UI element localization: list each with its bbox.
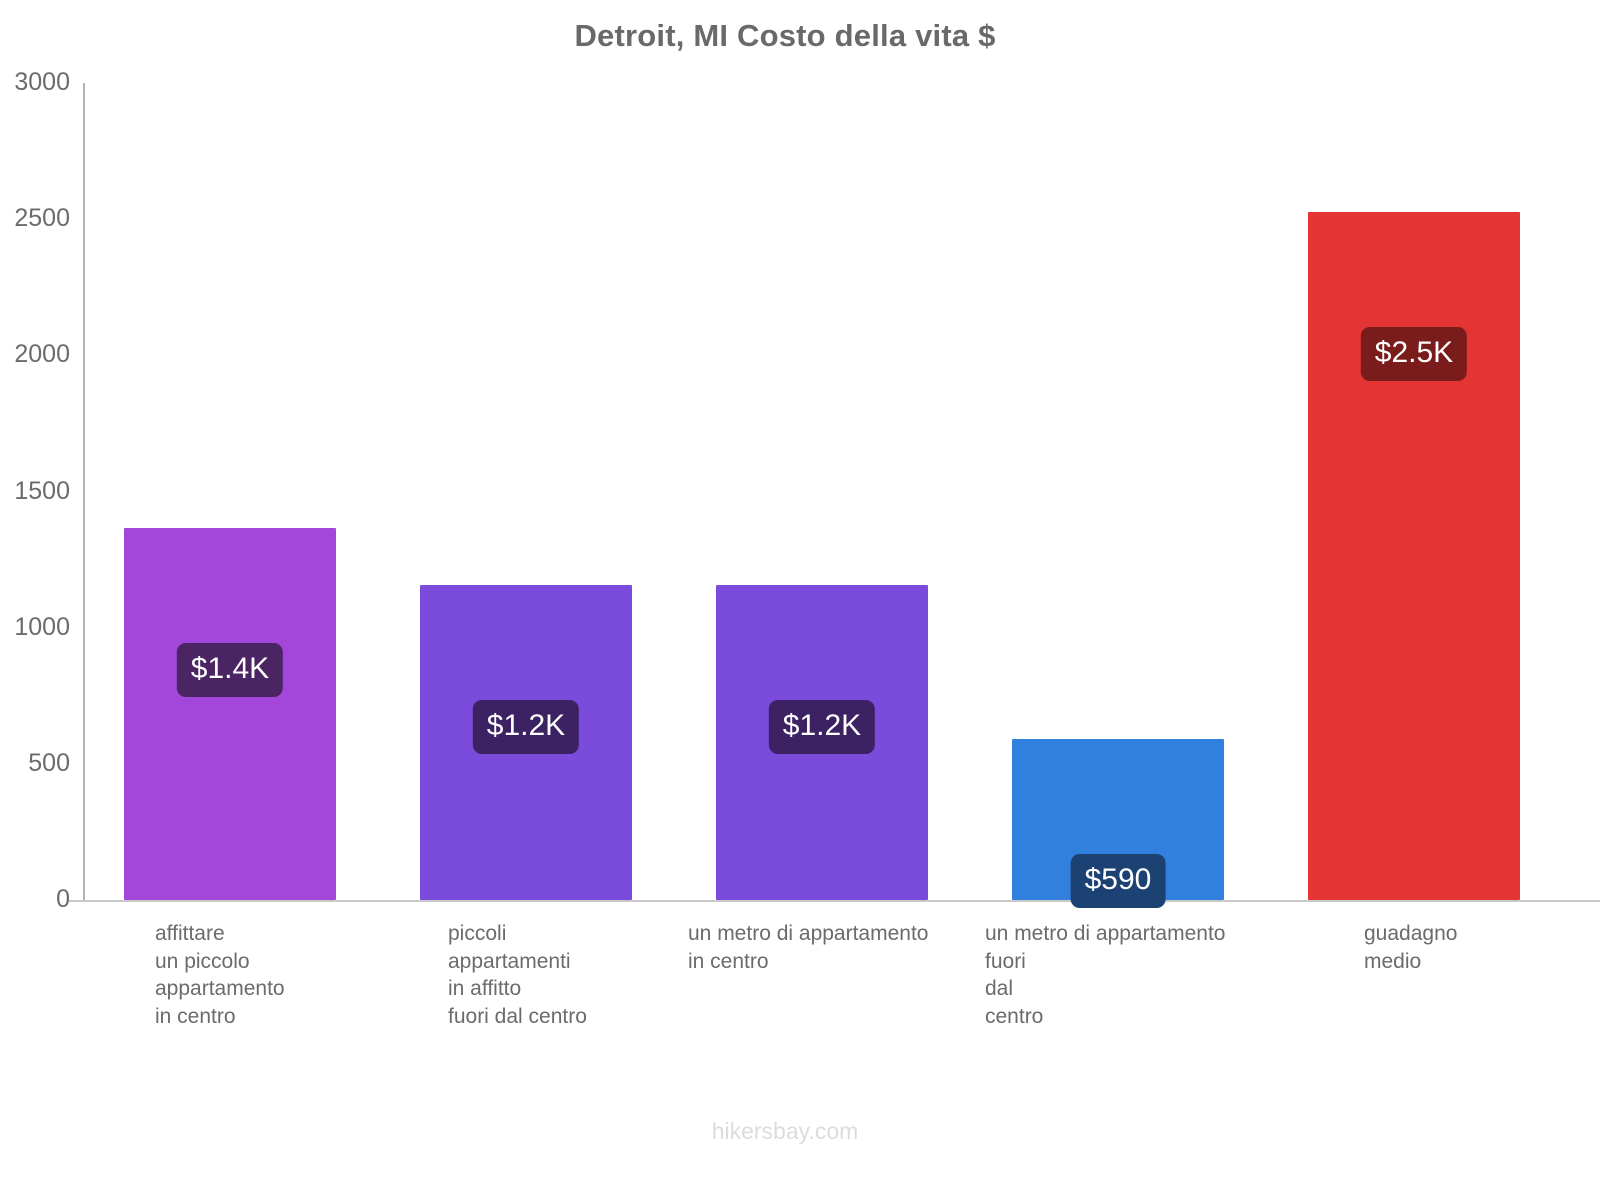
x-axis-category-label: un metro di appartamento in centro xyxy=(688,922,929,973)
bar-value-label: $2.5K xyxy=(1360,327,1468,382)
x-axis-category-label: affittare un piccolo appartamento in cen… xyxy=(155,922,285,1028)
y-tick-label: 500 xyxy=(28,749,70,777)
bar-value-label: $1.2K xyxy=(768,700,876,755)
x-axis-category-label: guadagno medio xyxy=(1364,922,1458,973)
y-tick-label: 3000 xyxy=(14,68,70,96)
y-tick-label: 2500 xyxy=(14,204,70,232)
page-title: Detroit, MI Costo della vita $ xyxy=(574,18,996,53)
bar-rent-small-apartment-center[interactable] xyxy=(124,528,336,900)
y-tick-label: 2000 xyxy=(14,340,70,368)
y-axis-line xyxy=(83,83,85,901)
bar-value-label: $1.4K xyxy=(176,643,284,698)
bar-value-label: $1.2K xyxy=(472,700,580,755)
y-tick-label: 0 xyxy=(56,885,70,913)
x-axis-category-label: un metro di appartamento fuori dal centr… xyxy=(985,922,1226,1028)
watermark-hikersbay: hikersbay.com xyxy=(711,1118,859,1144)
bar-value-label: $590 xyxy=(1070,854,1166,909)
y-tick-label: 1500 xyxy=(14,477,70,505)
bar-average-salary[interactable] xyxy=(1308,212,1520,900)
x-axis-category-label: piccoli appartamenti in affitto fuori da… xyxy=(448,922,587,1028)
y-tick-label: 1000 xyxy=(14,613,70,641)
x-axis-line xyxy=(69,900,1600,902)
